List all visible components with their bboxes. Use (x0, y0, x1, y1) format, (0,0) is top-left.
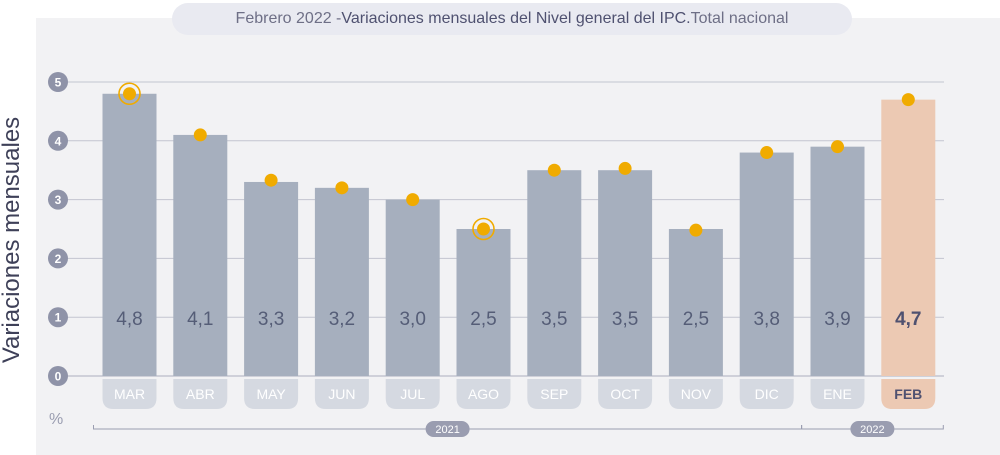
title-main: Variaciones mensuales del Nivel general … (341, 10, 691, 27)
y-tick-label: 2 (55, 252, 62, 266)
marker-point (618, 161, 632, 175)
unit-label: % (49, 411, 64, 428)
category-pill (314, 379, 369, 409)
year-label: 2021 (435, 424, 459, 436)
bar (598, 170, 653, 376)
category-pill (244, 379, 299, 409)
y-tick-label: 5 (55, 76, 62, 90)
category-label: JUN (328, 386, 355, 402)
value-label: 3,3 (258, 309, 284, 330)
value-label: 4,8 (116, 309, 142, 330)
category-label: ABR (186, 386, 215, 402)
category-label: ENE (823, 386, 852, 402)
category-pill (810, 379, 865, 409)
bar (102, 93, 157, 376)
category-label: OCT (610, 386, 640, 402)
category-label: MAY (256, 386, 286, 402)
bar (173, 134, 228, 376)
category-pill (739, 379, 794, 409)
category-pill (173, 379, 228, 409)
value-label: 4,1 (187, 309, 213, 330)
title-suffix: Total nacional (690, 10, 789, 27)
value-label: 2,5 (470, 309, 496, 330)
bar (810, 146, 865, 376)
marker-ring (472, 217, 495, 241)
category-pill (385, 379, 440, 409)
marker-point (335, 181, 349, 195)
y-tick-bubble-0 (48, 366, 68, 386)
category-pill (668, 379, 723, 409)
y-tick-bubble-1 (48, 307, 68, 328)
marker-point (901, 93, 915, 107)
category-label: MAR (114, 386, 145, 402)
y-tick-bubble-5 (48, 72, 68, 92)
marker-point (406, 193, 420, 207)
category-pill (881, 379, 936, 409)
y-tick-bubble-3 (48, 189, 68, 210)
bar (314, 187, 369, 376)
bar (456, 229, 511, 376)
marker-point (689, 223, 703, 237)
marker-ring (118, 82, 141, 106)
category-label: SEP (540, 386, 568, 402)
y-tick-label: 0 (55, 370, 62, 384)
y-tick-label: 4 (55, 134, 62, 148)
value-label: 3,5 (612, 309, 638, 330)
chart-title: Febrero 2022 - Variaciones mensuales del… (172, 3, 852, 35)
y-tick-bubble-4 (48, 130, 68, 151)
category-pill (527, 379, 582, 409)
bar (244, 181, 299, 376)
category-pill (102, 379, 157, 409)
marker-point (477, 222, 490, 236)
value-label: 3,0 (399, 309, 425, 330)
value-label: 3,9 (824, 309, 850, 330)
title-prefix: Febrero 2022 - (235, 10, 342, 27)
value-label: 4,7 (895, 309, 921, 330)
y-tick-bubble-2 (48, 248, 68, 269)
category-label: JUL (400, 386, 425, 402)
bar (739, 152, 794, 376)
marker-point (760, 146, 774, 160)
value-label: 3,5 (541, 309, 567, 330)
marker-point (193, 128, 207, 142)
category-label: DIC (755, 386, 779, 402)
category-label: NOV (681, 386, 712, 402)
marker-point (547, 163, 561, 177)
value-label: 2,5 (683, 309, 709, 330)
marker-point (123, 87, 136, 101)
category-pill (598, 379, 653, 409)
y-tick-label: 1 (55, 311, 62, 325)
category-label: AGO (468, 386, 499, 402)
value-label: 3,2 (329, 309, 355, 330)
year-label: 2022 (860, 424, 884, 436)
bar (881, 99, 936, 376)
category-pill (456, 379, 511, 409)
bar (668, 229, 723, 376)
marker-point (264, 173, 278, 187)
marker-point (831, 140, 844, 154)
bar (527, 170, 582, 376)
bar (385, 199, 440, 376)
category-label: FEB (894, 386, 922, 402)
year-badge (850, 421, 895, 437)
year-badge (425, 421, 470, 437)
value-label: 3,8 (753, 309, 779, 330)
y-tick-label: 3 (55, 193, 62, 207)
